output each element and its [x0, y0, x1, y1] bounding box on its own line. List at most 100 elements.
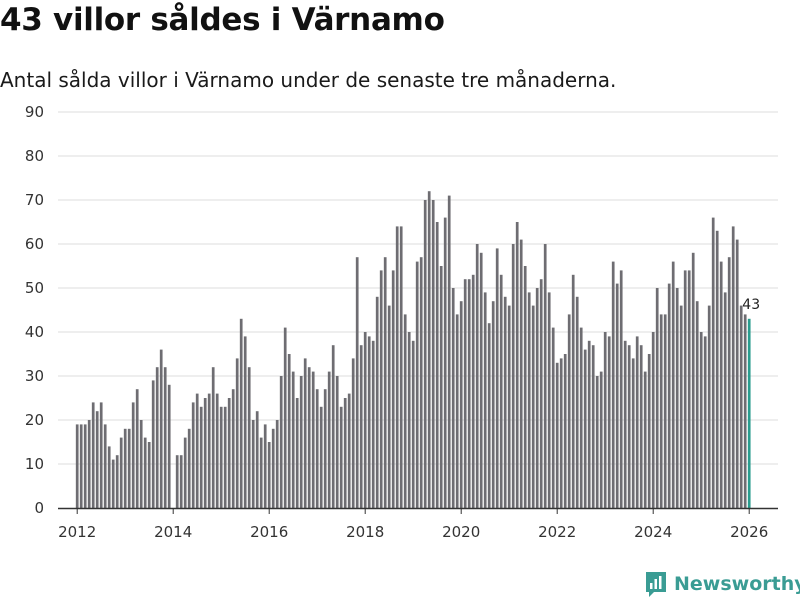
bar — [347, 393, 351, 508]
bar — [203, 398, 207, 508]
bar — [295, 398, 299, 508]
bar — [399, 226, 403, 508]
bar — [603, 332, 607, 508]
y-tick-label: 0 — [34, 499, 44, 517]
y-tick-label: 80 — [25, 147, 44, 165]
bar — [103, 424, 107, 508]
bar — [583, 349, 587, 508]
bar — [727, 257, 731, 508]
bar — [163, 367, 167, 508]
bar — [119, 437, 123, 508]
bar — [283, 327, 287, 508]
bar — [459, 301, 463, 508]
bar — [107, 446, 111, 508]
bar — [331, 345, 335, 508]
bar — [519, 239, 523, 508]
bar — [303, 358, 307, 508]
bar — [251, 420, 255, 508]
y-tick-label: 60 — [25, 235, 44, 253]
bar — [135, 389, 139, 508]
bar — [715, 230, 719, 509]
bar — [591, 345, 595, 508]
bar — [83, 424, 87, 508]
x-tick-label: 2020 — [442, 523, 480, 541]
bar — [467, 279, 471, 508]
bar — [427, 191, 431, 508]
bar — [263, 424, 267, 508]
bar — [195, 393, 199, 508]
bar — [235, 358, 239, 508]
bar — [259, 437, 263, 508]
bar — [479, 252, 483, 508]
bar — [607, 336, 611, 508]
bar — [535, 288, 539, 508]
bar — [243, 336, 247, 508]
bar — [515, 222, 519, 508]
bar — [731, 226, 735, 508]
bar — [363, 332, 367, 508]
bar — [555, 362, 559, 508]
bar — [691, 252, 695, 508]
y-tick-label: 90 — [25, 103, 44, 121]
bar — [423, 200, 427, 508]
bar — [523, 266, 527, 508]
bar — [175, 455, 179, 508]
bar — [443, 217, 447, 508]
bar — [339, 406, 343, 508]
bar — [403, 314, 407, 508]
bar — [551, 327, 555, 508]
bar — [711, 217, 715, 508]
brand-logo[interactable]: Newsworthy — [644, 570, 800, 598]
bar — [547, 292, 551, 508]
bar — [619, 270, 623, 508]
bar — [343, 398, 347, 508]
axes: 0 10 20 30 40 50 60 70 80 90 2012 2014 2016 2018 2020 2… — [25, 103, 778, 541]
bar — [159, 349, 163, 508]
bar — [743, 314, 747, 508]
bar — [631, 358, 635, 508]
bar — [663, 314, 667, 508]
bar — [483, 292, 487, 508]
bar — [487, 323, 491, 508]
bar — [139, 420, 143, 508]
bar — [455, 314, 459, 508]
bar-highlight — [747, 318, 751, 508]
bar — [211, 367, 215, 508]
bar — [439, 266, 443, 508]
bar — [491, 301, 495, 508]
bar — [279, 376, 283, 508]
bar — [391, 270, 395, 508]
y-tick-label: 20 — [25, 411, 44, 429]
bar — [239, 318, 243, 508]
bar — [531, 305, 535, 508]
bar — [475, 244, 479, 508]
bar — [647, 354, 651, 508]
bar — [155, 367, 159, 508]
bar — [675, 288, 679, 508]
chart-title: 43 villor såldes i Värnamo — [0, 2, 445, 38]
bar — [311, 371, 315, 508]
bar — [355, 257, 359, 508]
bar — [199, 406, 203, 508]
bars — [75, 191, 751, 509]
bar — [451, 288, 455, 508]
x-tick-label: 2022 — [538, 523, 576, 541]
x-tick-label: 2012 — [58, 523, 96, 541]
bar — [143, 437, 147, 508]
bar — [623, 340, 627, 508]
bar — [111, 459, 115, 508]
bar — [99, 402, 103, 508]
bar — [291, 371, 295, 508]
bar — [695, 301, 699, 508]
bar — [375, 296, 379, 508]
bar — [435, 222, 439, 508]
bar — [655, 288, 659, 508]
bar — [367, 336, 371, 508]
bar — [507, 305, 511, 508]
bar — [543, 244, 547, 508]
bar — [499, 274, 503, 508]
bar — [659, 314, 663, 508]
bar — [223, 406, 227, 508]
bar — [559, 358, 563, 508]
bar — [463, 279, 467, 508]
